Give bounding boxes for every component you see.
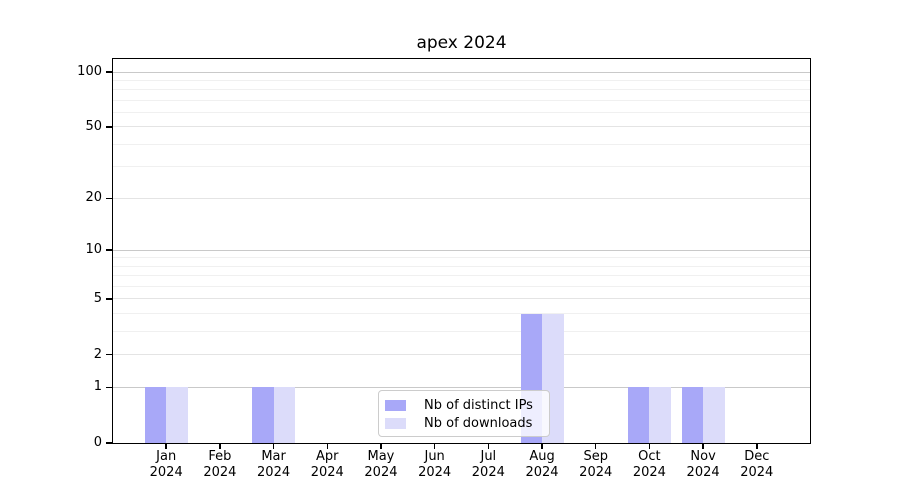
x-tick-label-mar: Mar 2024 bbox=[257, 449, 291, 480]
gridline-40 bbox=[113, 143, 810, 145]
legend-item-downloads: Nb of downloads bbox=[385, 415, 549, 432]
chart-title: apex 2024 bbox=[416, 33, 507, 53]
gridline-3 bbox=[113, 331, 810, 333]
y-tick-label-5: 5 bbox=[93, 290, 102, 306]
gridline-90 bbox=[113, 79, 810, 81]
x-tick-mar bbox=[272, 444, 275, 449]
x-tick-label-jan: Jan 2024 bbox=[149, 449, 183, 480]
legend-item-distinct-ips: Nb of distinct IPs bbox=[385, 397, 549, 414]
gridline-9 bbox=[113, 257, 810, 259]
y-tick-label-10: 10 bbox=[85, 242, 102, 258]
bar-downloads-mar bbox=[273, 387, 296, 443]
bar-distinct-ips-oct bbox=[627, 387, 650, 443]
bar-distinct-ips-jan bbox=[144, 387, 167, 443]
bar-distinct-ips-nov bbox=[681, 387, 704, 443]
bar-downloads-jan bbox=[166, 387, 188, 443]
gridline-100 bbox=[113, 71, 810, 73]
x-tick-label-aug: Aug 2024 bbox=[525, 449, 559, 480]
y-tick-5 bbox=[106, 298, 112, 300]
x-tick-aug bbox=[541, 444, 543, 449]
y-tick-100 bbox=[106, 71, 112, 73]
x-tick-label-jun: Jun 2024 bbox=[418, 449, 452, 480]
y-tick-label-1: 1 bbox=[93, 379, 102, 395]
bar-downloads-oct bbox=[649, 387, 671, 443]
x-tick-apr bbox=[326, 444, 329, 449]
bar-distinct-ips-mar bbox=[252, 387, 274, 443]
x-tick-sep bbox=[594, 444, 597, 449]
gridline-30 bbox=[113, 166, 810, 168]
legend: Nb of distinct IPs Nb of downloads bbox=[378, 390, 550, 437]
gridline-20 bbox=[113, 197, 810, 199]
y-tick-20 bbox=[106, 197, 112, 199]
gridline-50 bbox=[113, 126, 810, 128]
y-tick-label-50: 50 bbox=[85, 118, 102, 134]
y-tick-0 bbox=[106, 442, 112, 444]
x-tick-label-jul: Jul 2024 bbox=[471, 449, 505, 480]
gridline-80 bbox=[113, 89, 810, 91]
x-tick-label-sep: Sep 2024 bbox=[579, 449, 613, 480]
y-tick-label-2: 2 bbox=[93, 346, 102, 362]
legend-swatch-downloads bbox=[385, 418, 406, 429]
x-tick-label-dec: Dec 2024 bbox=[740, 449, 774, 480]
x-tick-oct bbox=[648, 444, 651, 449]
x-tick-label-apr: Apr 2024 bbox=[310, 449, 344, 480]
x-tick-jun bbox=[433, 444, 436, 449]
gridline-5 bbox=[113, 298, 810, 300]
legend-label-distinct-ips: Nb of distinct IPs bbox=[424, 398, 533, 413]
gridline-60 bbox=[113, 112, 810, 114]
gridline-7 bbox=[113, 275, 810, 277]
gridline-4 bbox=[113, 313, 810, 315]
x-tick-feb bbox=[219, 444, 221, 449]
y-tick-1 bbox=[106, 386, 112, 389]
legend-swatch-distinct-ips bbox=[385, 400, 406, 411]
gridline-1 bbox=[113, 386, 810, 388]
gridline-10 bbox=[113, 249, 810, 251]
gridline-70 bbox=[113, 99, 810, 101]
x-tick-dec bbox=[756, 444, 758, 449]
x-tick-may bbox=[380, 444, 382, 449]
gridline-2 bbox=[113, 354, 810, 356]
y-tick-10 bbox=[106, 249, 112, 251]
y-tick-2 bbox=[106, 353, 112, 356]
y-tick-label-20: 20 bbox=[85, 190, 102, 206]
plot-area bbox=[113, 59, 810, 443]
legend-label-downloads: Nb of downloads bbox=[424, 416, 533, 431]
y-tick-label-0: 0 bbox=[93, 435, 102, 450]
y-tick-label-100: 100 bbox=[77, 64, 102, 79]
x-tick-label-nov: Nov 2024 bbox=[686, 449, 720, 480]
x-tick-label-oct: Oct 2024 bbox=[632, 449, 666, 480]
gridline-8 bbox=[113, 265, 810, 267]
bar-downloads-nov bbox=[703, 387, 725, 443]
x-tick-label-feb: Feb 2024 bbox=[203, 449, 237, 480]
x-tick-jan bbox=[165, 444, 167, 449]
x-tick-nov bbox=[702, 444, 704, 449]
x-tick-label-may: May 2024 bbox=[364, 449, 398, 480]
x-tick-jul bbox=[487, 444, 490, 449]
gridline-6 bbox=[113, 286, 810, 288]
y-tick-50 bbox=[106, 126, 112, 128]
